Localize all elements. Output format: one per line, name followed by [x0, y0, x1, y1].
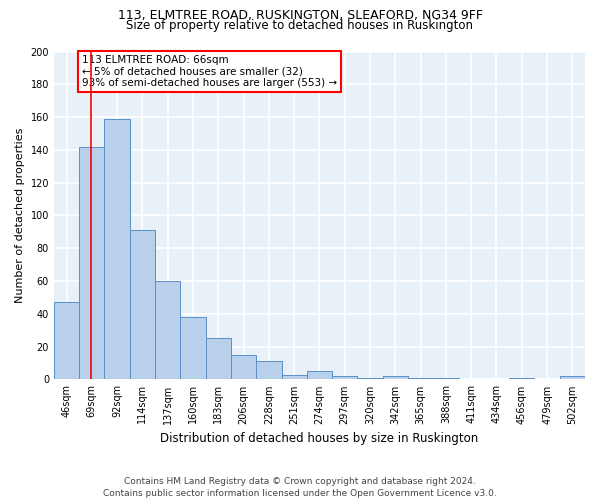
Text: Contains HM Land Registry data © Crown copyright and database right 2024.
Contai: Contains HM Land Registry data © Crown c… — [103, 476, 497, 498]
Bar — [383, 376, 408, 380]
Bar — [155, 281, 181, 380]
Bar — [104, 118, 130, 380]
Y-axis label: Number of detached properties: Number of detached properties — [15, 128, 25, 303]
Bar — [433, 378, 458, 380]
Bar — [54, 302, 79, 380]
Text: 113, ELMTREE ROAD, RUSKINGTON, SLEAFORD, NG34 9FF: 113, ELMTREE ROAD, RUSKINGTON, SLEAFORD,… — [118, 9, 482, 22]
Text: Size of property relative to detached houses in Ruskington: Size of property relative to detached ho… — [127, 19, 473, 32]
Bar — [358, 378, 383, 380]
Bar — [307, 371, 332, 380]
X-axis label: Distribution of detached houses by size in Ruskington: Distribution of detached houses by size … — [160, 432, 479, 445]
Bar — [281, 374, 307, 380]
Bar — [79, 146, 104, 380]
Bar — [181, 317, 206, 380]
Bar — [509, 378, 535, 380]
Bar — [408, 378, 433, 380]
Bar — [231, 355, 256, 380]
Bar — [332, 376, 358, 380]
Bar — [206, 338, 231, 380]
Bar — [256, 362, 281, 380]
Bar — [130, 230, 155, 380]
Bar — [560, 376, 585, 380]
Text: 113 ELMTREE ROAD: 66sqm
← 5% of detached houses are smaller (32)
93% of semi-det: 113 ELMTREE ROAD: 66sqm ← 5% of detached… — [82, 55, 337, 88]
